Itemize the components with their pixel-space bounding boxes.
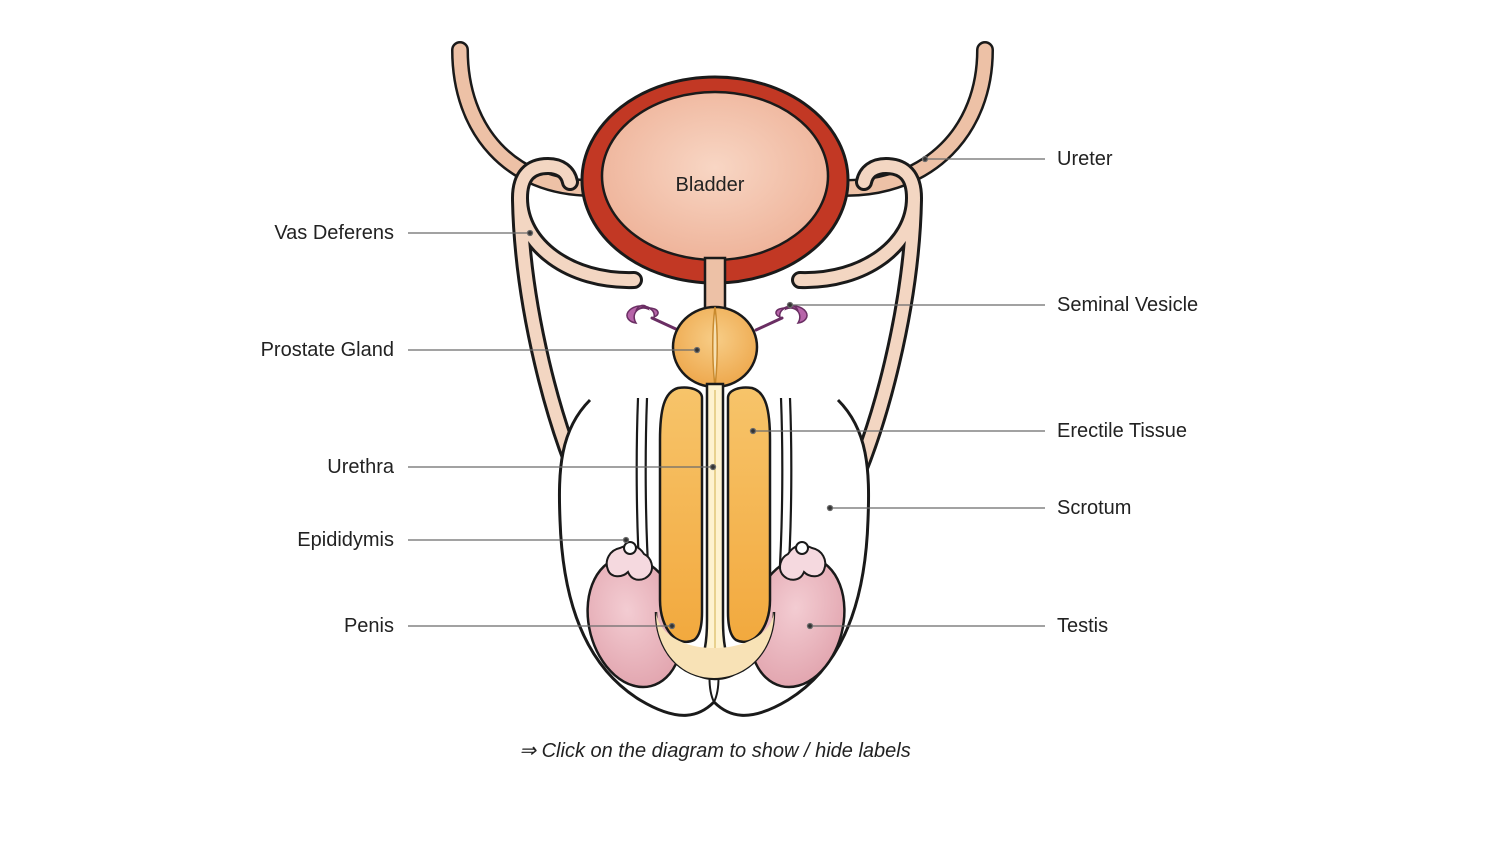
label-penis: Penis [344,615,394,638]
erectile-tissue-left [660,387,702,641]
prostate-gland [673,307,757,387]
seminal-vesicle-right [756,305,807,330]
label-urethra: Urethra [327,456,394,479]
diagram-stage[interactable]: Bladder Ureter Seminal Vesicle Erectile … [0,0,1487,841]
label-bladder: Bladder [676,174,745,197]
label-scrotum: Scrotum [1057,497,1131,520]
seminal-vesicle-left [627,305,678,330]
caption-text: Click on the diagram to show / hide labe… [542,740,911,762]
label-vas-deferens: Vas Deferens [274,222,394,245]
label-prostate-gland: Prostate Gland [261,339,394,362]
label-seminal-vesicle: Seminal Vesicle [1057,294,1198,317]
caption-arrow: ⇒ [519,740,541,762]
erectile-tissue-right [728,387,770,641]
label-testis: Testis [1057,615,1108,638]
diagram-caption: ⇒ Click on the diagram to show / hide la… [519,738,910,763]
label-ureter: Ureter [1057,148,1113,171]
bladder-neck [705,258,725,312]
label-erectile-tissue: Erectile Tissue [1057,420,1187,443]
label-epididymis: Epididymis [297,529,394,552]
anatomy-svg[interactable] [0,0,1487,841]
